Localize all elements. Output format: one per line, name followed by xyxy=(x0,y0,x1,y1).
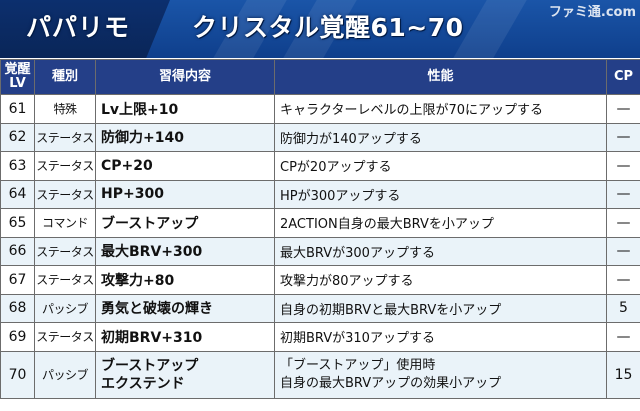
table-row: 63 ステータス CP+20 CPが20アップする — xyxy=(0,151,640,181)
cell-type: ステータス xyxy=(34,122,96,152)
cell-lv: 70 xyxy=(0,350,35,399)
cell-skill-line: 最大BRV+300 xyxy=(101,244,203,261)
cell-skill-line: 勇気と破壊の輝き xyxy=(101,301,213,318)
header-lv-line: LV xyxy=(9,76,26,91)
cell-cp: — xyxy=(606,94,640,124)
cell-lv: 63 xyxy=(0,151,35,181)
table-row: 67 ステータス 攻撃力+80 攻撃力が80アップする — xyxy=(0,265,640,295)
cell-effect-line: 「ブーストアップ」使用時 xyxy=(280,357,436,373)
cell-effect: キャラクターレベルの上限が70にアップする xyxy=(274,94,607,124)
table-row: 62 ステータス 防御力+140 防御力が140アップする — xyxy=(0,122,640,152)
table-row: 66 ステータス 最大BRV+300 最大BRVが300アップする — xyxy=(0,236,640,266)
cell-effect-line: CPが20アップする xyxy=(280,160,392,176)
cell-cp: 15 xyxy=(606,350,640,399)
page-title: クリスタル覚醒61~70 xyxy=(192,13,464,42)
banner-stripe xyxy=(453,0,527,58)
cell-effect: 自身の初期BRVと最大BRVを小アップ xyxy=(274,293,607,323)
cell-effect-line: 自身の初期BRVと最大BRVを小アップ xyxy=(280,302,502,318)
cell-skill: ブーストアップ xyxy=(95,208,275,238)
cell-skill-line: 防御力+140 xyxy=(101,130,184,147)
cell-effect-line: HPが300アップする xyxy=(280,188,401,204)
cell-lv: 62 xyxy=(0,122,35,152)
cell-skill: 最大BRV+300 xyxy=(95,236,275,266)
site-watermark: ファミ通.com xyxy=(548,5,636,20)
table-row: 61 特殊 Lv上限+10 キャラクターレベルの上限が70にアップする — xyxy=(0,94,640,124)
cell-type: パッシブ xyxy=(34,350,96,399)
cell-skill: CP+20 xyxy=(95,151,275,181)
header-cp: CP xyxy=(606,59,640,95)
cell-effect-line: 自身の最大BRVアップの効果小アップ xyxy=(280,375,502,391)
cell-lv: 67 xyxy=(0,265,35,295)
cell-effect: HPが300アップする xyxy=(274,179,607,209)
cell-type: パッシブ xyxy=(34,293,96,323)
cell-type: ステータス xyxy=(34,151,96,181)
cell-skill-line: Lv上限+10 xyxy=(101,101,179,118)
cell-effect: 最大BRVが300アップする xyxy=(274,236,607,266)
table-row: 64 ステータス HP+300 HPが300アップする — xyxy=(0,179,640,209)
cell-type: ステータス xyxy=(34,179,96,209)
cell-skill: Lv上限+10 xyxy=(95,94,275,124)
cell-lv: 61 xyxy=(0,94,35,124)
table-header-row: 覚醒 LV 種別 習得内容 性能 CP xyxy=(0,59,640,95)
cell-effect-line: 防御力が140アップする xyxy=(280,131,422,147)
cell-effect: 2ACTION自身の最大BRVを小アップ xyxy=(274,208,607,238)
cell-cp: — xyxy=(606,265,640,295)
table-row: 65 コマンド ブーストアップ 2ACTION自身の最大BRVを小アップ — xyxy=(0,208,640,238)
cell-effect-line: 攻撃力が80アップする xyxy=(280,274,414,290)
cell-cp: — xyxy=(606,122,640,152)
cell-skill-line: ブーストアップ xyxy=(101,357,199,374)
cell-skill: ブーストアップ エクステンド xyxy=(95,350,275,399)
cell-skill: 防御力+140 xyxy=(95,122,275,152)
cell-skill-line: CP+20 xyxy=(101,157,153,174)
header-type: 種別 xyxy=(34,59,96,95)
cell-lv: 65 xyxy=(0,208,35,238)
cell-cp: 5 xyxy=(606,293,640,323)
cell-type: コマンド xyxy=(34,208,96,238)
header-banner: パパリモ クリスタル覚醒61~70 ファミ通.com xyxy=(0,0,640,58)
cell-effect-line: 初期BRVが310アップする xyxy=(280,331,435,347)
cell-effect: 「ブーストアップ」使用時自身の最大BRVアップの効果小アップ xyxy=(274,350,607,399)
cell-cp: — xyxy=(606,179,640,209)
table-row: 70 パッシブ ブーストアップ エクステンド 「ブーストアップ」使用時 自身の最大BRVア… xyxy=(0,350,640,399)
cell-type: ステータス xyxy=(34,236,96,266)
cell-effect: CPが20アップする xyxy=(274,151,607,181)
header-lv: 覚醒 LV xyxy=(0,59,35,95)
cell-skill: 攻撃力+80 xyxy=(95,265,275,295)
cell-type: ステータス xyxy=(34,265,96,295)
cell-cp: — xyxy=(606,151,640,181)
cell-effect: 防御力が140アップする xyxy=(274,122,607,152)
cell-skill: 勇気と破壊の輝き xyxy=(95,293,275,323)
table-row: 68 パッシブ 勇気と破壊の輝き 自身の初期BRVと最大BRVを小アップ 5 xyxy=(0,293,640,323)
cell-skill-line: ブーストアップ xyxy=(101,215,199,232)
cell-lv: 69 xyxy=(0,322,35,352)
cell-cp: — xyxy=(606,208,640,238)
cell-skill: HP+300 xyxy=(95,179,275,209)
character-name: パパリモ xyxy=(26,13,131,42)
table-row: 69 ステータス 初期BRV+310 初期BRVが310アップする — xyxy=(0,322,640,352)
cell-type: 特殊 xyxy=(34,94,96,124)
cell-effect: 攻撃力が80アップする xyxy=(274,265,607,295)
cell-cp: — xyxy=(606,322,640,352)
cell-effect-line: 2ACTION自身の最大BRVを小アップ xyxy=(280,217,494,233)
header-skill: 習得内容 xyxy=(95,59,275,95)
cell-lv: 64 xyxy=(0,179,35,209)
header-lv-line: 覚醒 xyxy=(4,62,31,77)
cell-effect: 初期BRVが310アップする xyxy=(274,322,607,352)
cell-skill-line: 攻撃力+80 xyxy=(101,272,175,289)
cell-effect-line: 最大BRVが300アップする xyxy=(280,245,435,261)
header-effect: 性能 xyxy=(274,59,607,95)
cell-cp: — xyxy=(606,236,640,266)
awakening-table: 覚醒 LV 種別 習得内容 性能 CP 61 特殊 Lv上限+10 キャラクターレベル… xyxy=(0,59,640,399)
cell-effect-line: キャラクターレベルの上限が70にアップする xyxy=(280,103,544,119)
cell-type: ステータス xyxy=(34,322,96,352)
cell-skill: 初期BRV+310 xyxy=(95,322,275,352)
cell-lv: 66 xyxy=(0,236,35,266)
cell-skill-line: 初期BRV+310 xyxy=(101,329,203,346)
cell-lv: 68 xyxy=(0,293,35,323)
cell-skill-line: エクステンド xyxy=(101,375,185,392)
cell-skill-line: HP+300 xyxy=(101,186,164,203)
